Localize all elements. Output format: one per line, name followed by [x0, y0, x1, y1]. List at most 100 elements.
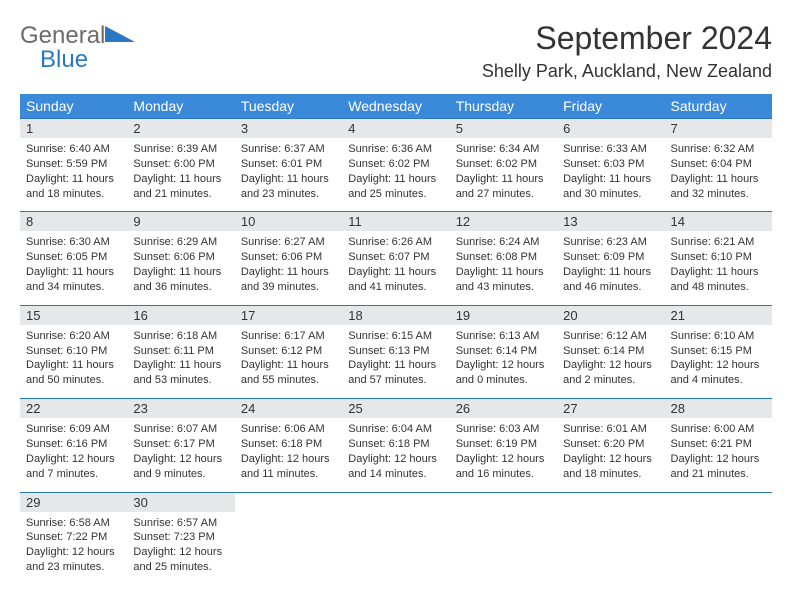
calendar-week-row: 22Sunrise: 6:09 AMSunset: 6:16 PMDayligh…: [20, 398, 772, 491]
day-sunrise: Sunrise: 6:01 AM: [563, 422, 658, 437]
calendar-cell: 30Sunrise: 6:57 AMSunset: 7:23 PMDayligh…: [127, 492, 234, 585]
day-sunrise: Sunrise: 6:58 AM: [26, 516, 121, 531]
day-day2: and 7 minutes.: [26, 467, 121, 482]
calendar-cell: [665, 492, 772, 585]
day-sunrise: Sunrise: 6:30 AM: [26, 235, 121, 250]
day-body: Sunrise: 6:27 AMSunset: 6:06 PMDaylight:…: [235, 231, 342, 304]
day-body: Sunrise: 6:40 AMSunset: 5:59 PMDaylight:…: [20, 138, 127, 211]
calendar-cell: 15Sunrise: 6:20 AMSunset: 6:10 PMDayligh…: [20, 305, 127, 398]
day-sunset: Sunset: 7:22 PM: [26, 530, 121, 545]
day-body: Sunrise: 6:03 AMSunset: 6:19 PMDaylight:…: [450, 418, 557, 491]
day-number: 4: [342, 119, 449, 138]
calendar-cell: 27Sunrise: 6:01 AMSunset: 6:20 PMDayligh…: [557, 398, 664, 491]
day-sunrise: Sunrise: 6:37 AM: [241, 142, 336, 157]
day-day1: Daylight: 11 hours: [456, 265, 551, 280]
day-sunrise: Sunrise: 6:06 AM: [241, 422, 336, 437]
day-sunrise: Sunrise: 6:18 AM: [133, 329, 228, 344]
day: 25Sunrise: 6:04 AMSunset: 6:18 PMDayligh…: [342, 398, 449, 491]
day-body: Sunrise: 6:32 AMSunset: 6:04 PMDaylight:…: [665, 138, 772, 211]
day-day2: and 23 minutes.: [241, 187, 336, 202]
logo-line1: General: [20, 22, 105, 49]
day-day2: and 30 minutes.: [563, 187, 658, 202]
calendar-cell: 24Sunrise: 6:06 AMSunset: 6:18 PMDayligh…: [235, 398, 342, 491]
day-day1: Daylight: 11 hours: [26, 265, 121, 280]
day-body: Sunrise: 6:36 AMSunset: 6:02 PMDaylight:…: [342, 138, 449, 211]
calendar-cell: 3Sunrise: 6:37 AMSunset: 6:01 PMDaylight…: [235, 118, 342, 211]
weekday-header: Monday: [127, 94, 234, 118]
day-day1: Daylight: 11 hours: [133, 265, 228, 280]
day-number: 25: [342, 399, 449, 418]
day: 28Sunrise: 6:00 AMSunset: 6:21 PMDayligh…: [665, 398, 772, 491]
month-title: September 2024: [482, 20, 772, 57]
day: 12Sunrise: 6:24 AMSunset: 6:08 PMDayligh…: [450, 211, 557, 304]
calendar-table: Sunday Monday Tuesday Wednesday Thursday…: [20, 94, 772, 585]
day-body: Sunrise: 6:37 AMSunset: 6:01 PMDaylight:…: [235, 138, 342, 211]
empty-day-body: [450, 493, 557, 551]
day: 23Sunrise: 6:07 AMSunset: 6:17 PMDayligh…: [127, 398, 234, 491]
day-body: Sunrise: 6:34 AMSunset: 6:02 PMDaylight:…: [450, 138, 557, 211]
day-sunset: Sunset: 6:14 PM: [456, 344, 551, 359]
day-number: 20: [557, 306, 664, 325]
day: 7Sunrise: 6:32 AMSunset: 6:04 PMDaylight…: [665, 118, 772, 211]
day: 3Sunrise: 6:37 AMSunset: 6:01 PMDaylight…: [235, 118, 342, 211]
day: 8Sunrise: 6:30 AMSunset: 6:05 PMDaylight…: [20, 211, 127, 304]
calendar-cell: 18Sunrise: 6:15 AMSunset: 6:13 PMDayligh…: [342, 305, 449, 398]
day-day1: Daylight: 11 hours: [26, 172, 121, 187]
empty-day: [557, 492, 664, 551]
day-sunrise: Sunrise: 6:13 AM: [456, 329, 551, 344]
day-day1: Daylight: 12 hours: [456, 358, 551, 373]
day-day2: and 0 minutes.: [456, 373, 551, 388]
day-day1: Daylight: 11 hours: [241, 172, 336, 187]
day-body: Sunrise: 6:06 AMSunset: 6:18 PMDaylight:…: [235, 418, 342, 491]
day-day1: Daylight: 11 hours: [348, 265, 443, 280]
day-day2: and 32 minutes.: [671, 187, 766, 202]
empty-day: [665, 492, 772, 551]
day-sunset: Sunset: 6:10 PM: [26, 344, 121, 359]
calendar-cell: 4Sunrise: 6:36 AMSunset: 6:02 PMDaylight…: [342, 118, 449, 211]
day-day2: and 2 minutes.: [563, 373, 658, 388]
day-day2: and 9 minutes.: [133, 467, 228, 482]
day-number: 23: [127, 399, 234, 418]
day-sunrise: Sunrise: 6:34 AM: [456, 142, 551, 157]
day-sunrise: Sunrise: 6:36 AM: [348, 142, 443, 157]
day-sunrise: Sunrise: 6:29 AM: [133, 235, 228, 250]
day: 5Sunrise: 6:34 AMSunset: 6:02 PMDaylight…: [450, 118, 557, 211]
calendar-cell: 6Sunrise: 6:33 AMSunset: 6:03 PMDaylight…: [557, 118, 664, 211]
calendar-cell: [342, 492, 449, 585]
day-sunset: Sunset: 6:10 PM: [671, 250, 766, 265]
empty-day-body: [235, 493, 342, 551]
location-subtitle: Shelly Park, Auckland, New Zealand: [482, 61, 772, 82]
day: 10Sunrise: 6:27 AMSunset: 6:06 PMDayligh…: [235, 211, 342, 304]
day-number: 14: [665, 212, 772, 231]
day-sunset: Sunset: 6:02 PM: [456, 157, 551, 172]
day-day1: Daylight: 11 hours: [348, 358, 443, 373]
day: 26Sunrise: 6:03 AMSunset: 6:19 PMDayligh…: [450, 398, 557, 491]
day-day2: and 4 minutes.: [671, 373, 766, 388]
day-day2: and 34 minutes.: [26, 280, 121, 295]
calendar-cell: [235, 492, 342, 585]
day-body: Sunrise: 6:20 AMSunset: 6:10 PMDaylight:…: [20, 325, 127, 398]
day-day1: Daylight: 12 hours: [133, 545, 228, 560]
day-sunrise: Sunrise: 6:23 AM: [563, 235, 658, 250]
day-day2: and 18 minutes.: [26, 187, 121, 202]
day-body: Sunrise: 6:12 AMSunset: 6:14 PMDaylight:…: [557, 325, 664, 398]
day-day1: Daylight: 12 hours: [563, 358, 658, 373]
calendar-cell: 7Sunrise: 6:32 AMSunset: 6:04 PMDaylight…: [665, 118, 772, 211]
day-day2: and 43 minutes.: [456, 280, 551, 295]
day-number: 3: [235, 119, 342, 138]
calendar-cell: 23Sunrise: 6:07 AMSunset: 6:17 PMDayligh…: [127, 398, 234, 491]
day-sunset: Sunset: 6:12 PM: [241, 344, 336, 359]
page-header: General Blue September 2024 Shelly Park,…: [20, 20, 772, 82]
day-body: Sunrise: 6:30 AMSunset: 6:05 PMDaylight:…: [20, 231, 127, 304]
calendar-cell: 14Sunrise: 6:21 AMSunset: 6:10 PMDayligh…: [665, 211, 772, 304]
day-day1: Daylight: 12 hours: [26, 452, 121, 467]
day-body: Sunrise: 6:04 AMSunset: 6:18 PMDaylight:…: [342, 418, 449, 491]
day-body: Sunrise: 6:26 AMSunset: 6:07 PMDaylight:…: [342, 231, 449, 304]
day-day2: and 36 minutes.: [133, 280, 228, 295]
day-body: Sunrise: 6:15 AMSunset: 6:13 PMDaylight:…: [342, 325, 449, 398]
day-body: Sunrise: 6:33 AMSunset: 6:03 PMDaylight:…: [557, 138, 664, 211]
day-number: 30: [127, 493, 234, 512]
day-sunrise: Sunrise: 6:07 AM: [133, 422, 228, 437]
day-sunrise: Sunrise: 6:04 AM: [348, 422, 443, 437]
calendar-cell: 22Sunrise: 6:09 AMSunset: 6:16 PMDayligh…: [20, 398, 127, 491]
